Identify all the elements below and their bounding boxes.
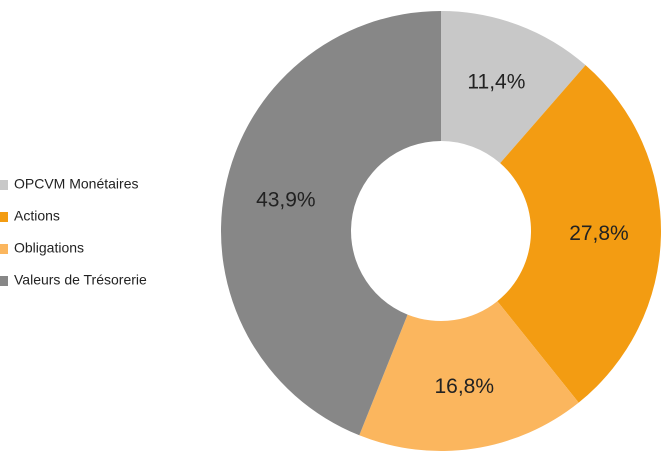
legend-swatch <box>0 244 8 254</box>
slice-label: 27,8% <box>569 222 629 245</box>
legend-swatch <box>0 276 8 286</box>
slice-label: 43,9% <box>256 189 316 212</box>
legend-swatch <box>0 212 8 222</box>
legend-label: Actions <box>14 208 60 224</box>
legend-label: OPCVM Monétaires <box>14 176 138 192</box>
donut-slice <box>359 301 579 451</box>
slice-label: 11,4% <box>467 71 525 94</box>
donut-slice <box>497 65 661 403</box>
donut-slice <box>220 11 441 436</box>
donut-slice <box>441 11 586 164</box>
slice-label: 16,8% <box>434 375 494 398</box>
legend-swatch <box>0 180 8 190</box>
legend-label: Obligations <box>14 240 84 256</box>
legend-label: Valeurs de Trésorerie <box>14 272 147 288</box>
